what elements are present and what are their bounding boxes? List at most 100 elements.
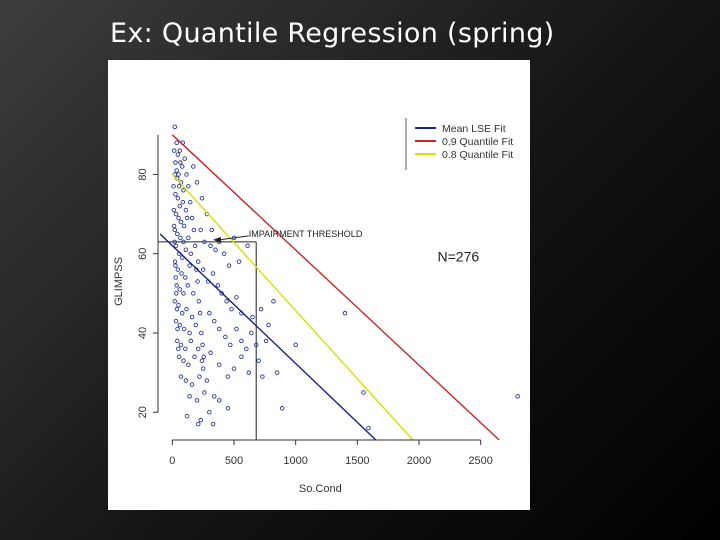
- data-point: [175, 326, 180, 332]
- data-point: [175, 267, 181, 272]
- data-point: [176, 346, 181, 352]
- data-point: [208, 243, 213, 249]
- data-point: [189, 382, 195, 387]
- data-point: [184, 172, 189, 177]
- data-point: [204, 378, 210, 383]
- data-point: [176, 215, 181, 221]
- data-point: [195, 279, 200, 284]
- data-point: [177, 322, 182, 328]
- fit-line: [160, 233, 377, 440]
- data-point: [293, 342, 298, 348]
- data-point: [186, 184, 191, 189]
- data-point: [226, 263, 232, 268]
- data-point: [342, 310, 348, 316]
- data-point: [175, 231, 180, 237]
- data-point: [208, 350, 213, 356]
- data-point: [194, 180, 200, 185]
- data-point: [189, 215, 195, 221]
- data-point: [244, 346, 249, 352]
- data-point: [192, 354, 197, 360]
- sample-size-annotation: N=276: [438, 249, 480, 265]
- data-point: [172, 239, 177, 245]
- data-point: [188, 338, 194, 344]
- data-point: [184, 413, 190, 419]
- data-point: [175, 195, 181, 201]
- data-point: [173, 160, 178, 165]
- threshold-arrow-line: [218, 235, 249, 241]
- x-axis-title: So.Cond: [299, 483, 342, 495]
- data-point: [202, 239, 207, 245]
- data-point: [258, 306, 264, 312]
- legend-label: 0.9 Quantile Fit: [442, 136, 513, 148]
- data-point: [195, 259, 201, 264]
- data-point: [181, 188, 186, 193]
- fit-line: [171, 134, 500, 440]
- data-point: [263, 338, 269, 344]
- data-point: [234, 295, 239, 300]
- data-point: [236, 259, 242, 264]
- data-point: [171, 207, 177, 213]
- data-point: [193, 322, 199, 328]
- data-point: [515, 394, 520, 399]
- data-point: [175, 152, 181, 157]
- fit-line: [171, 173, 414, 440]
- data-point: [195, 421, 201, 427]
- data-point: [215, 283, 221, 288]
- data-point: [184, 215, 190, 221]
- data-point: [191, 291, 196, 296]
- data-point: [175, 338, 180, 344]
- data-point: [266, 322, 271, 328]
- data-point: [171, 148, 177, 153]
- data-point: [176, 172, 181, 177]
- data-point: [219, 291, 224, 296]
- data-point: [201, 354, 207, 360]
- data-point: [212, 394, 217, 399]
- data-point: [229, 306, 234, 312]
- data-point: [191, 227, 197, 233]
- data-point: [256, 358, 261, 363]
- data-point: [179, 164, 185, 169]
- data-point: [271, 299, 276, 304]
- data-point: [181, 358, 186, 363]
- data-point: [210, 421, 216, 427]
- data-point: [174, 168, 179, 173]
- data-point: [178, 342, 184, 348]
- data-point: [184, 306, 189, 312]
- data-point: [174, 291, 179, 296]
- data-point: [181, 223, 187, 229]
- data-point: [179, 310, 185, 316]
- data-point: [224, 299, 229, 304]
- data-point: [199, 195, 205, 201]
- data-point: [180, 199, 186, 205]
- data-point: [361, 390, 366, 395]
- data-point: [172, 124, 178, 130]
- data-point: [183, 207, 189, 213]
- data-point: [173, 263, 178, 268]
- data-point: [176, 354, 182, 360]
- data-point: [249, 330, 254, 336]
- y-tick-label: 80: [137, 168, 149, 180]
- data-point: [239, 338, 244, 344]
- data-point: [216, 398, 222, 403]
- data-point: [183, 378, 189, 383]
- data-point: [192, 243, 198, 249]
- data-point: [178, 374, 184, 379]
- x-tick-label: 2000: [407, 455, 431, 467]
- data-point: [177, 148, 182, 153]
- data-point: [181, 239, 186, 245]
- data-point: [279, 406, 285, 411]
- data-point: [274, 370, 280, 375]
- data-point: [245, 243, 250, 249]
- data-point: [213, 247, 218, 253]
- chart-panel: 0 500 1000 1500 2000 2500 20 40 60 80 So.Cond GLIMP…: [108, 60, 530, 510]
- threshold-label: IMPAIRMENT THRESHOLD: [249, 229, 363, 239]
- data-point: [207, 410, 212, 415]
- data-point: [212, 318, 217, 324]
- data-point: [187, 330, 192, 336]
- data-point: [173, 211, 179, 217]
- data-point: [181, 291, 186, 296]
- data-point: [181, 326, 187, 332]
- data-point: [223, 334, 228, 340]
- data-point: [199, 358, 205, 363]
- data-point: [178, 219, 184, 225]
